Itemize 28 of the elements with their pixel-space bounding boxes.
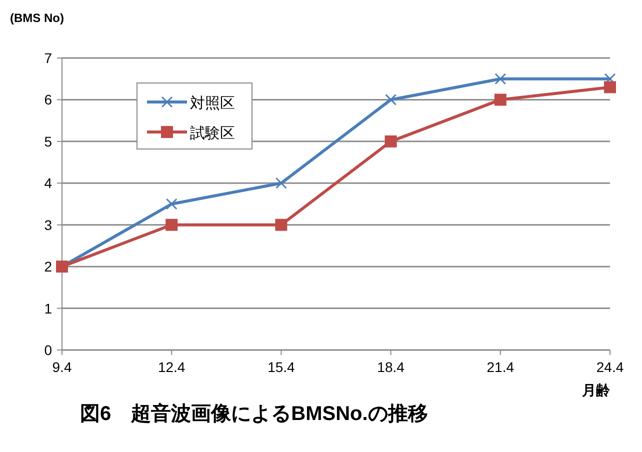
y-tick-label: 2 — [44, 258, 52, 275]
point — [604, 81, 616, 94]
y-tick-label: 7 — [44, 50, 52, 66]
x-tick-label: 24.4 — [596, 359, 624, 375]
legend-label: 試験区 — [190, 125, 235, 142]
point — [275, 177, 287, 189]
x-tick-label: 21.4 — [486, 359, 514, 375]
point — [166, 218, 178, 231]
y-axis-title: (BMS No) — [10, 11, 64, 25]
point — [494, 73, 506, 85]
point — [384, 135, 397, 148]
x-tick-label: 9.4 — [52, 359, 72, 375]
point — [166, 198, 178, 210]
point — [385, 94, 397, 106]
legend-label: 対照区 — [190, 95, 235, 112]
x-tick-label: 12.4 — [158, 359, 186, 375]
point — [275, 218, 288, 231]
y-tick-label: 4 — [44, 175, 52, 192]
y-tick-label: 6 — [44, 92, 52, 108]
y-tick-label: 1 — [44, 300, 52, 316]
y-tick-label: 5 — [44, 133, 52, 150]
x-tick-label: 15.4 — [268, 359, 296, 375]
text: 図6 超音波画像によるBMSNo.の推移 — [80, 402, 428, 425]
x-axis-title: 月齢 — [581, 382, 611, 398]
y-tick-label: 0 — [44, 342, 52, 358]
y-tick-label: 3 — [44, 216, 52, 233]
point — [494, 94, 506, 106]
x-tick-label: 18.4 — [377, 359, 405, 375]
